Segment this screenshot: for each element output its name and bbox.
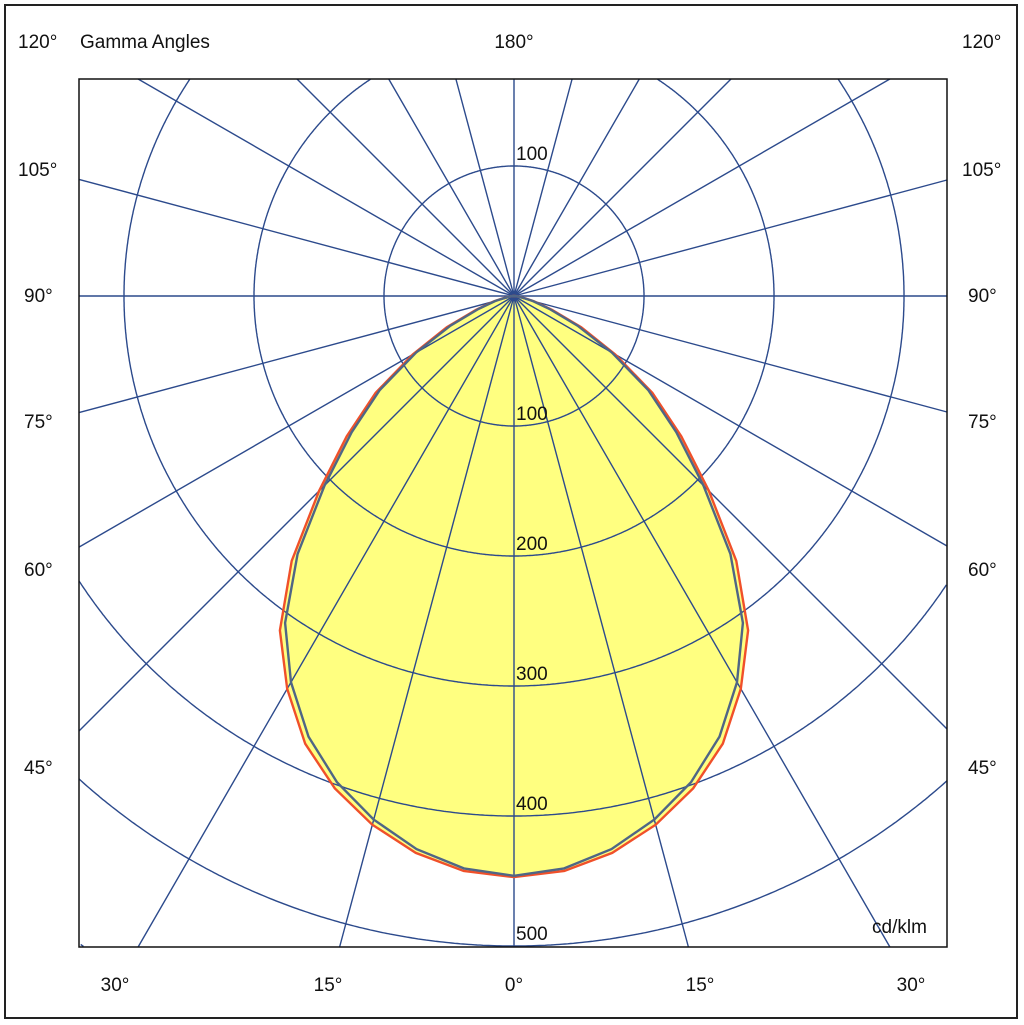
grid-radial-line [513,295,891,948]
plot-border [78,78,948,948]
grid-radial-line [296,78,515,297]
angle-label-left: 60° [24,560,53,581]
radial-label: 300 [516,664,548,685]
grid-radial-line [388,78,515,297]
chart-title: Gamma Angles [80,32,210,53]
angle-label-right: 105° [962,160,1002,181]
grid-radial-line [513,295,948,413]
grid-radial-line [513,78,573,297]
angle-label-bottom: 0° [504,975,524,996]
angle-label-bottom: 30° [100,975,130,996]
angle-label-bottom: 30° [896,975,926,996]
grid-circle-600 [80,943,84,947]
angle-label-right: 90° [968,286,997,307]
series-curve-C90-C270 [283,294,745,878]
grid-radial-line [137,78,515,297]
radial-label: 100 [516,404,548,425]
grid-radial-line [455,78,515,297]
grid-radial-line [137,295,515,948]
angle-label-left: 45° [24,758,53,779]
radial-label-upper: 100 [516,144,548,165]
angle-label-right: 60° [968,560,997,581]
angle-label-left: 105° [18,160,58,181]
angle-label-right: 45° [968,758,997,779]
grid-radial-line [513,179,948,297]
angle-label-left: 90° [24,286,53,307]
radial-label: 200 [516,534,548,555]
angle-label-bottom: 15° [685,975,715,996]
radial-label: 400 [516,794,548,815]
grid-radial-line [513,295,948,547]
grid-radial-line [513,295,948,730]
grid-radial-line [513,78,640,297]
grid-radial-line [513,78,891,297]
angle-label-top: 180° [494,32,534,53]
grid-radial-line [513,78,732,297]
grid-radial-line [78,295,515,414]
grid-radial-line [513,295,690,948]
grid-radial-line [78,295,515,548]
grid-circle-400 [78,580,947,817]
angle-label-right: 75° [968,412,997,433]
radial-label: 500 [516,924,548,945]
chart-frame [4,4,1018,1019]
grid-radial-line [78,178,515,297]
angle-label-top-left: 120° [18,32,58,53]
grid-circle-300 [123,78,905,687]
angle-label-bottom: 15° [313,975,343,996]
grid-circle-500 [78,778,948,947]
angle-label-top-right: 120° [962,32,1002,53]
angle-label-left: 75° [24,412,53,433]
grid-radial-line [338,295,515,948]
unit-label: cd/klm [872,917,927,938]
grid-radial-line [78,295,515,732]
grid-circle-200 [253,78,775,557]
